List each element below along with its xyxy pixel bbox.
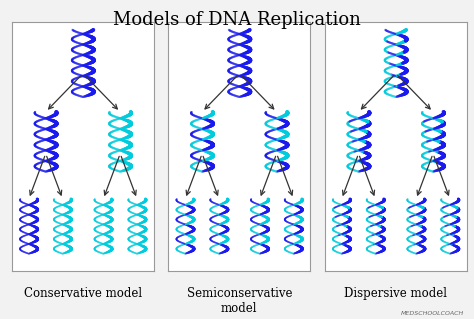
Text: Models of DNA Replication: Models of DNA Replication [113,11,361,29]
Text: Dispersive model: Dispersive model [344,287,447,300]
Text: MEDSCHOOLCOACH: MEDSCHOOLCOACH [401,311,465,316]
Text: Semiconservative
model: Semiconservative model [187,287,292,315]
Text: Conservative model: Conservative model [24,287,142,300]
